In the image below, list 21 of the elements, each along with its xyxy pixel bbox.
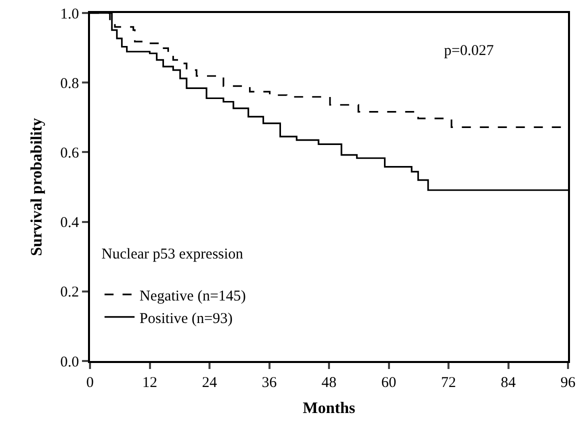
x-tick-label: 24 [202,375,218,391]
y-tick-label: 0.2 [60,284,79,301]
legend-label: Negative (n=145) [140,288,246,304]
annotation: p=0.027 [444,43,494,59]
x-tick-label: 60 [381,375,396,391]
x-tick-label: 96 [560,375,576,391]
x-axis-title: Months [302,400,356,418]
y-tick-label: 0.4 [60,215,80,232]
y-tick-label: 1.0 [60,6,79,22]
y-tick-label: 0.6 [60,145,80,162]
x-tick-label: 12 [142,375,158,391]
x-tick-label: 72 [441,375,456,391]
x-tick-label: 48 [322,375,336,391]
legend-label: Positive (n=93) [140,310,233,327]
x-tick-label: 84 [500,375,516,391]
y-tick-label: 0.8 [60,76,79,92]
y-axis-title: Survival probability [28,118,46,256]
y-tick-label: 0.0 [60,354,79,370]
x-tick-label: 0 [86,375,94,391]
legend-title: Nuclear p53 expression [102,246,244,263]
x-tick-label: 36 [262,375,278,391]
